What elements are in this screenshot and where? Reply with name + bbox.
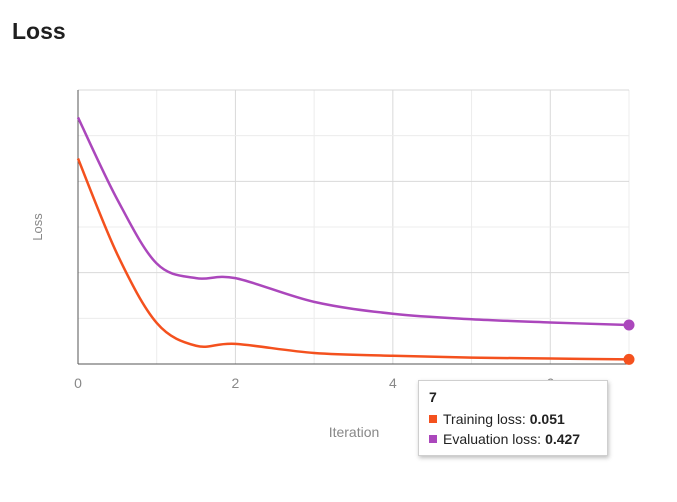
x-tick-label: 2 — [232, 375, 240, 391]
y-axis-label: Loss — [30, 213, 45, 241]
data-tooltip: 7 Training loss: 0.051 Evaluation loss: … — [418, 380, 608, 456]
tooltip-row-training: Training loss: 0.051 — [429, 409, 597, 429]
x-axis-label: Iteration — [329, 424, 380, 440]
training-loss-point — [623, 353, 635, 365]
chart-axes — [77, 90, 629, 365]
page-title: Loss — [12, 18, 66, 44]
tooltip-evaluation-label: Evaluation loss: — [443, 431, 542, 447]
tooltip-evaluation-value: 0.427 — [545, 431, 581, 447]
tooltip-row-evaluation: Evaluation loss: 0.427 — [429, 429, 597, 449]
tooltip-training-label: Training loss: — [443, 411, 526, 427]
evaluation-loss-point — [623, 319, 635, 331]
evaluation-swatch-icon — [429, 435, 437, 443]
evaluation-loss-line — [76, 116, 630, 327]
chart-series — [76, 116, 635, 365]
x-tick-label: 4 — [389, 375, 397, 391]
tooltip-header: 7 — [429, 389, 437, 405]
x-tick-label: 0 — [74, 375, 82, 391]
training-swatch-icon — [429, 415, 437, 423]
tooltip-training-value: 0.051 — [529, 411, 565, 427]
training-loss-line — [76, 158, 630, 361]
